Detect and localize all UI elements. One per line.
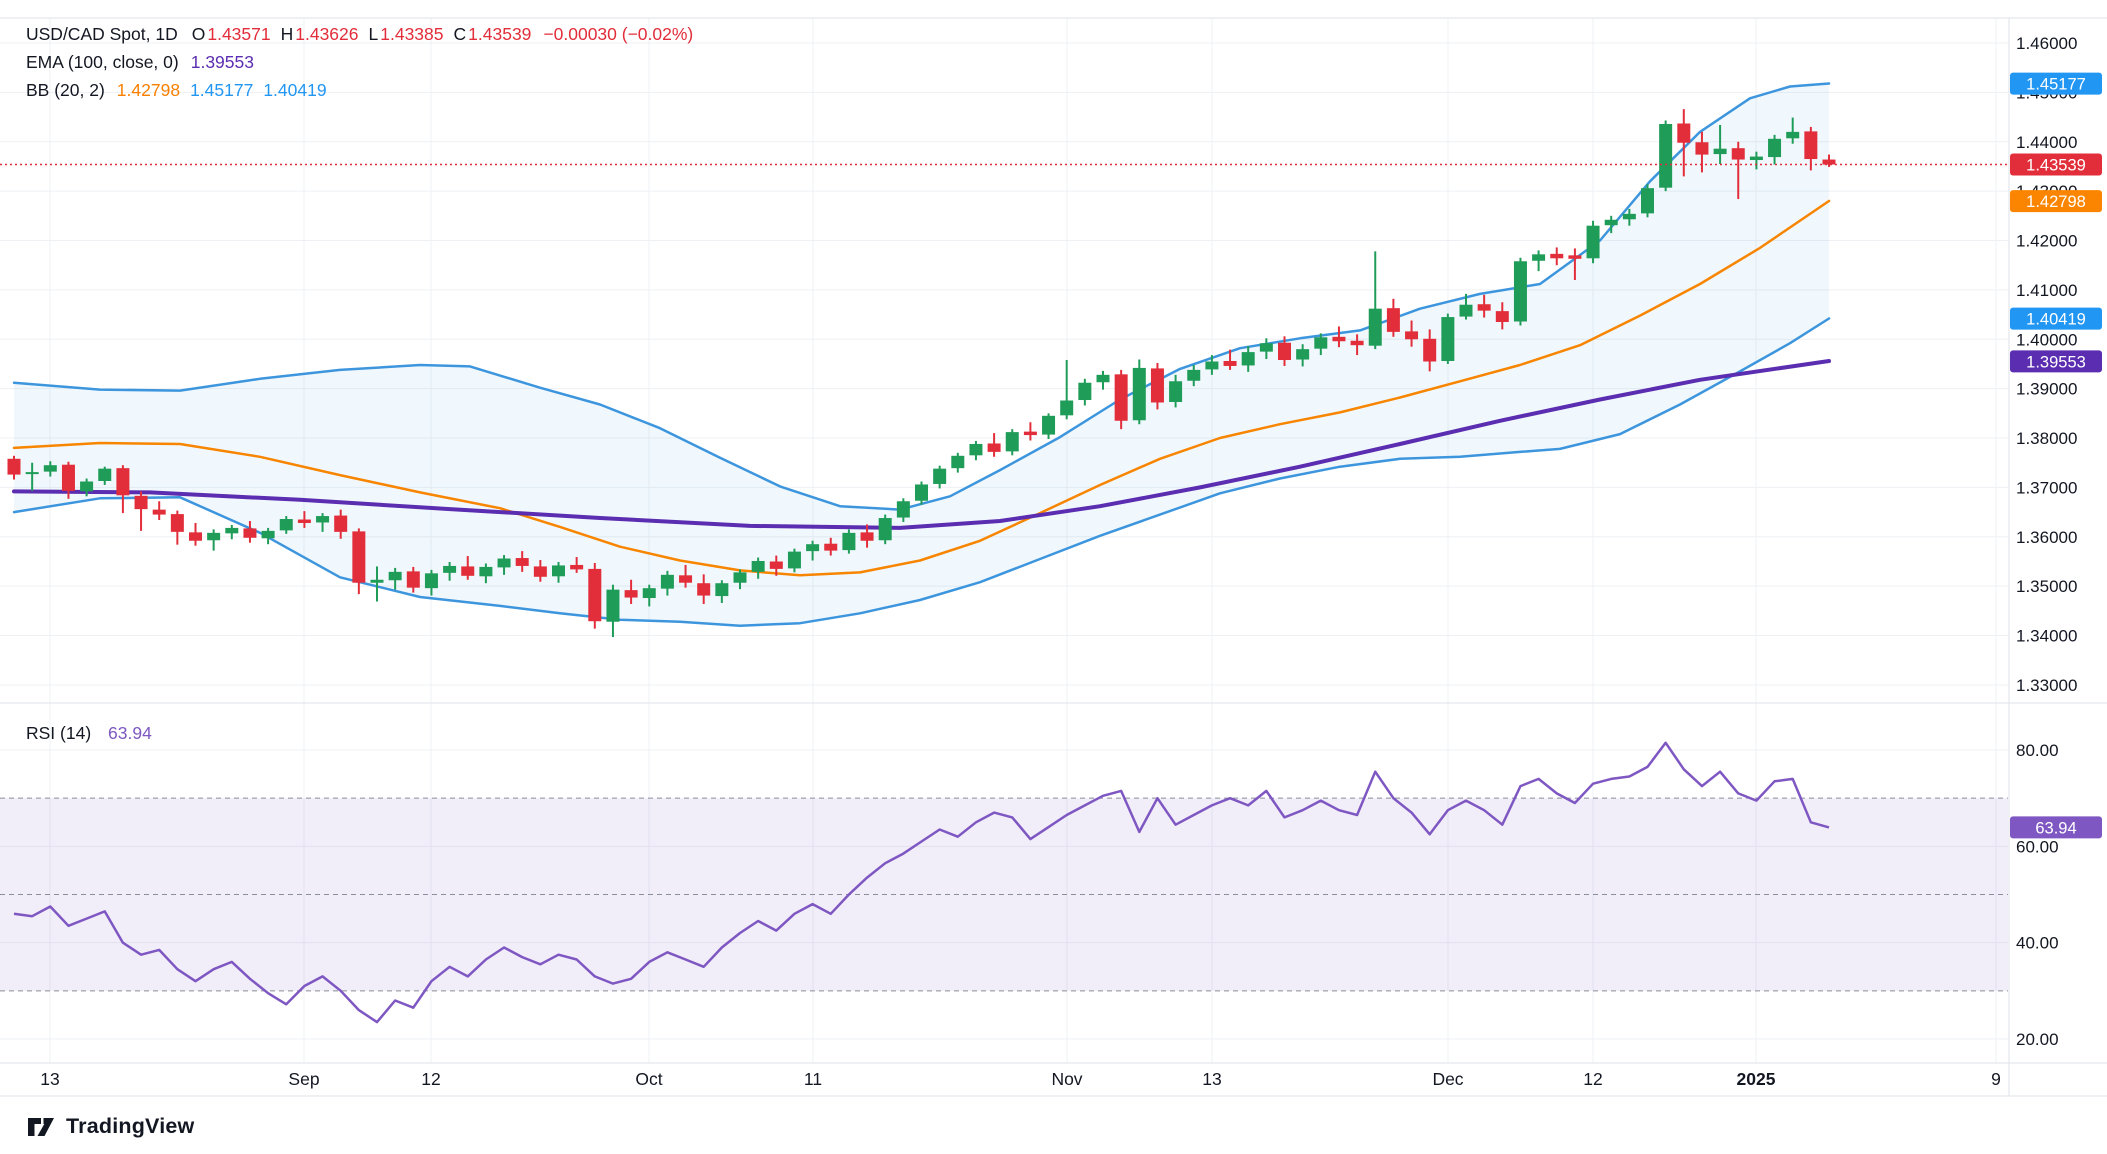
legend-part: 1.43626 xyxy=(295,24,359,44)
legend-part: USD/CAD Spot, 1D xyxy=(26,24,178,44)
price-tick-label: 1.36000 xyxy=(2016,528,2077,547)
price-tick-label: 1.40000 xyxy=(2016,330,2077,349)
time-axis[interactable]: 13 Sep 12 Oct 11 Nov 13 Dec 12 2025 9 xyxy=(40,1069,2001,1089)
legend-part: H xyxy=(280,24,294,44)
rsi-value: 63.94 xyxy=(108,723,152,743)
price-tick-label: 1.44000 xyxy=(2016,133,2077,152)
price-axis-mark: 1.43539 xyxy=(2010,153,2102,176)
tradingview-logo-icon xyxy=(28,1118,54,1136)
legend-part: EMA (100, close, 0) xyxy=(26,52,179,72)
price-axis-mark: 1.39553 xyxy=(2010,350,2102,373)
price-axis-mark: 1.42798 xyxy=(2010,190,2102,213)
time-axis-label: 12 xyxy=(421,1069,440,1089)
legend-part: O xyxy=(191,24,206,44)
price-tick-label: 1.46000 xyxy=(2016,34,2077,53)
legend-part: 1.43385 xyxy=(380,24,444,44)
price-tick-label: 1.37000 xyxy=(2016,478,2077,497)
symbol-legend-row[interactable]: USD/CAD Spot, 1D O 1.43571 H 1.43626 L 1.43385… xyxy=(26,20,693,48)
candles-layer xyxy=(7,109,1836,638)
rsi-line xyxy=(13,741,1830,1024)
price-tick-label: 1.34000 xyxy=(2016,627,2077,646)
time-axis-label: 12 xyxy=(1583,1069,1602,1089)
bb-middle-line xyxy=(12,199,1831,577)
time-axis-label: 13 xyxy=(1202,1069,1221,1089)
pane-borders xyxy=(0,17,2107,1097)
svg-text:63.94: 63.94 xyxy=(2035,819,2076,837)
bb-legend-row[interactable]: BB (20, 2) 1.42798 1.45177 1.40419 xyxy=(26,76,693,104)
rsi-tick-label: 60.00 xyxy=(2016,837,2059,856)
ema-100-line xyxy=(12,359,1831,530)
time-axis-label: Nov xyxy=(1051,1069,1082,1089)
price-axis-mark: 1.40419 xyxy=(2010,307,2102,330)
bb-upper-line xyxy=(12,82,1831,511)
legend-part: 1.42798 xyxy=(116,80,181,100)
price-tick-label: 1.42000 xyxy=(2016,232,2077,251)
rsi-axis-mark: 63.94 xyxy=(2010,816,2102,839)
rsi-tick-label: 40.00 xyxy=(2016,934,2059,953)
legend-part: 1.45177 xyxy=(190,80,254,100)
price-pane[interactable] xyxy=(7,82,1836,638)
rsi-pane[interactable] xyxy=(0,741,2009,1024)
svg-text:1.40419: 1.40419 xyxy=(2026,311,2086,329)
legend-part: 1.43571 xyxy=(207,24,271,44)
svg-text:1.43539: 1.43539 xyxy=(2026,157,2086,175)
indicator-legend: USD/CAD Spot, 1D O 1.43571 H 1.43626 L 1.43385… xyxy=(26,20,693,104)
gridlines xyxy=(0,18,2009,1063)
svg-text:1.45177: 1.45177 xyxy=(2026,76,2086,94)
rsi-legend-row[interactable]: RSI (14) 63.94 xyxy=(26,719,152,747)
ema-legend-row[interactable]: EMA (100, close, 0) 1.39553 xyxy=(26,48,693,76)
time-axis-label: 2025 xyxy=(1737,1069,1776,1089)
time-axis-label: 11 xyxy=(804,1069,822,1089)
price-tick-label: 1.38000 xyxy=(2016,429,2077,448)
time-axis-label: 9 xyxy=(1991,1069,2001,1089)
rsi-label: RSI (14) xyxy=(26,723,92,743)
price-tick-label: 1.39000 xyxy=(2016,380,2077,399)
legend-part: 1.39553 xyxy=(190,52,254,72)
time-axis-label: Dec xyxy=(1432,1069,1463,1089)
bb-lower-line xyxy=(12,317,1831,627)
tradingview-logo-text: TradingView xyxy=(66,1113,195,1138)
legend-part: C xyxy=(453,24,467,44)
price-tick-label: 1.35000 xyxy=(2016,577,2077,596)
price-axis-mark: 1.45177 xyxy=(2010,72,2102,95)
svg-text:1.39553: 1.39553 xyxy=(2026,353,2086,371)
time-axis-label: Sep xyxy=(288,1069,319,1089)
time-axis-label: 13 xyxy=(40,1069,59,1089)
price-tick-label: 1.33000 xyxy=(2016,676,2077,695)
legend-part: 1.40419 xyxy=(263,80,327,100)
price-axis[interactable]: 1.460001.450001.440001.430001.420001.410… xyxy=(2010,34,2102,1049)
legend-part: L xyxy=(368,24,379,44)
legend-part: BB (20, 2) xyxy=(26,80,105,100)
rsi-tick-label: 80.00 xyxy=(2016,741,2059,760)
time-axis-label: Oct xyxy=(635,1069,662,1089)
bb-fill xyxy=(14,83,1829,626)
rsi-tick-label: 20.00 xyxy=(2016,1030,2059,1049)
legend-part: 1.43539 xyxy=(468,24,532,44)
legend-part: −0.00030 (−0.02%) xyxy=(543,24,694,44)
svg-text:1.42798: 1.42798 xyxy=(2026,193,2086,211)
tradingview-branding[interactable]: TradingView xyxy=(26,1106,194,1146)
price-tick-label: 1.41000 xyxy=(2016,281,2077,300)
